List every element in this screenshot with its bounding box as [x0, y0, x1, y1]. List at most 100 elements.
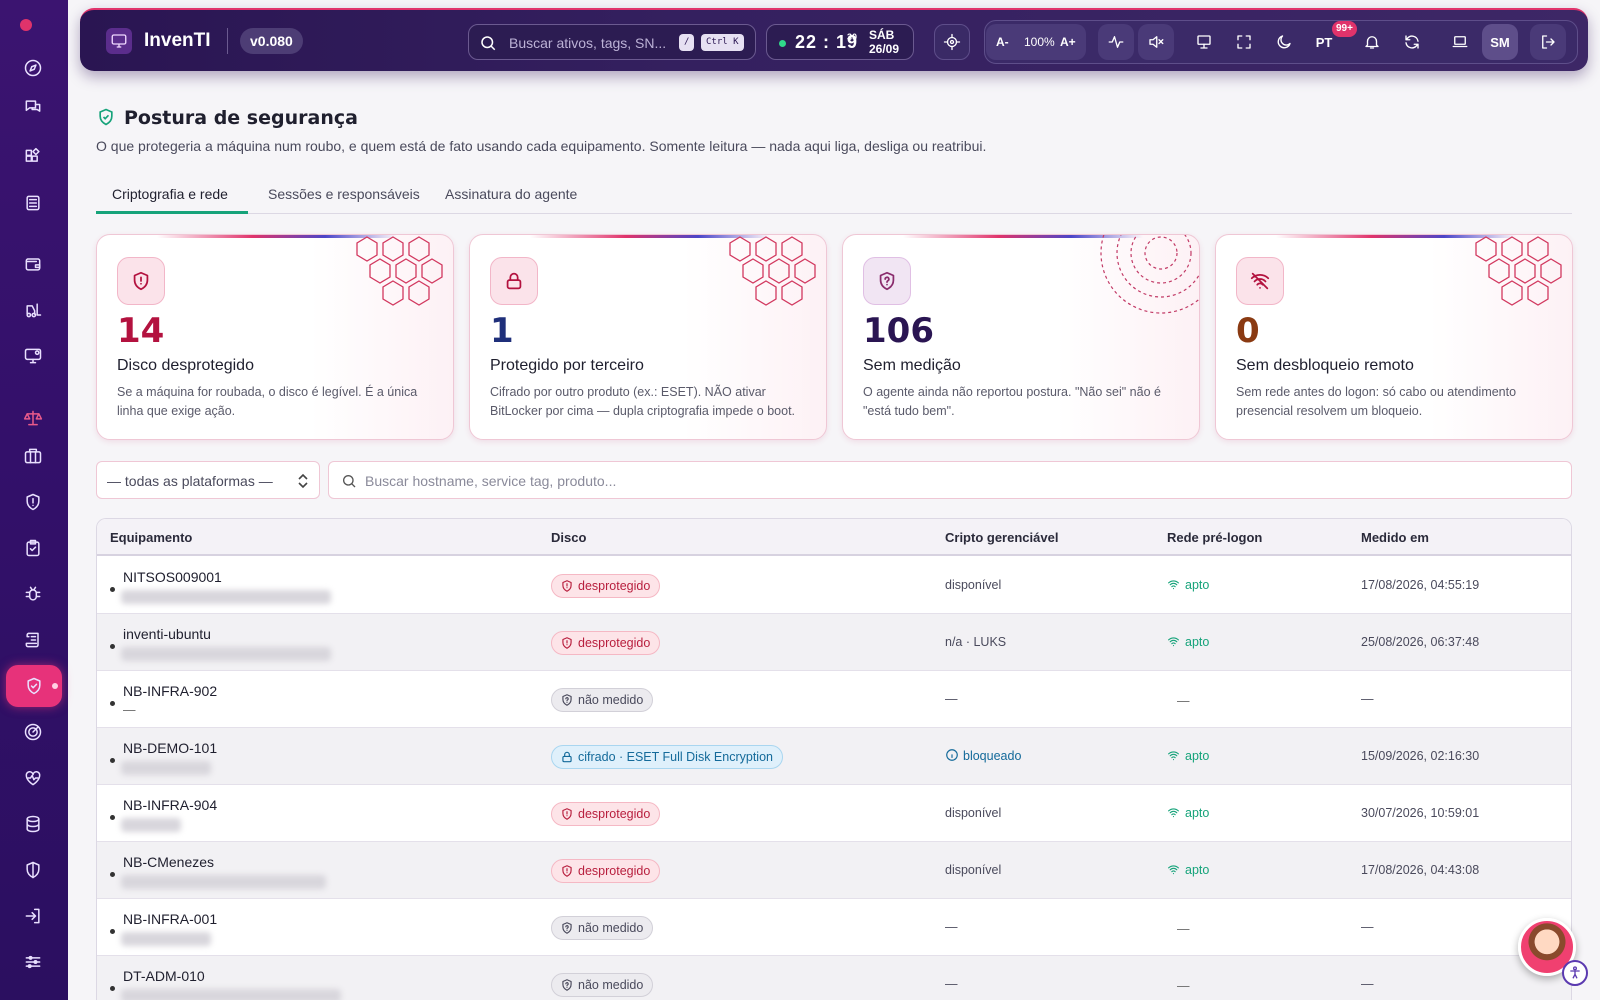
- column-header[interactable]: Disco: [551, 530, 587, 545]
- lock-icon: [490, 257, 538, 305]
- monitor-logo-icon: [106, 28, 132, 54]
- prelogon-network: —: [1177, 694, 1190, 708]
- bug-icon[interactable]: [19, 580, 47, 608]
- hostname[interactable]: NB-INFRA-902: [123, 683, 218, 699]
- redacted-service-tag: [121, 932, 211, 946]
- crypto-manageable: bloqueado: [945, 749, 1021, 763]
- card-accent-line: [530, 235, 770, 238]
- tab-assinatura-do-agente[interactable]: Assinatura do agente: [445, 186, 578, 202]
- heart-pulse-icon[interactable]: [19, 764, 47, 792]
- card-accent-line: [157, 235, 397, 238]
- notifications-button[interactable]: [1354, 24, 1390, 60]
- network-label: —: [1177, 979, 1190, 993]
- hostname[interactable]: NB-INFRA-001: [123, 911, 218, 927]
- clock-weekday: SÁB: [869, 28, 895, 42]
- kpi-card-disco-desprotegido[interactable]: 14 Disco desprotegido Se a máquina for r…: [96, 234, 454, 440]
- row-bullet: [110, 986, 115, 991]
- table-row[interactable]: NB-DEMO-101 cifrado · ESET Full Disk Enc…: [97, 728, 1571, 785]
- clipboard-check-icon[interactable]: [19, 534, 47, 562]
- chat-icon[interactable]: [19, 93, 47, 121]
- table-row[interactable]: DT-ADM-010 não medido — — —: [97, 956, 1571, 1000]
- mute-button[interactable]: [1138, 24, 1174, 60]
- shield-check-icon[interactable]: [6, 665, 62, 707]
- dark-mode-button[interactable]: [1266, 24, 1302, 60]
- hostname[interactable]: DT-ADM-010: [123, 968, 205, 984]
- kpi-card-protegido-por-terceiro[interactable]: 1 Protegido por terceiro Cifrado por out…: [469, 234, 827, 440]
- zoom-in-button[interactable]: A+: [1060, 35, 1076, 49]
- disk-status-label: desprotegido: [578, 636, 651, 650]
- widgets-icon[interactable]: [19, 143, 47, 171]
- database-icon[interactable]: [19, 810, 47, 838]
- top-bar: InvenTI v0.080 Buscar ativos, tags, SN..…: [80, 8, 1588, 71]
- login-icon[interactable]: [19, 902, 47, 930]
- sidebar: [0, 0, 68, 1000]
- presentation-button[interactable]: [1186, 24, 1222, 60]
- refresh-button[interactable]: [1394, 24, 1430, 60]
- logout-button[interactable]: [1530, 24, 1566, 60]
- prelogon-network: apto: [1167, 578, 1209, 592]
- lock-icon: [562, 751, 572, 763]
- tab-sessoes-e-responsaveis[interactable]: Sessões e responsáveis: [268, 186, 420, 202]
- kpi-card-sem-desbloqueio-remoto[interactable]: 0 Sem desbloqueio remoto Sem rede antes …: [1215, 234, 1573, 440]
- briefcase-icon[interactable]: [19, 442, 47, 470]
- scale-icon[interactable]: [19, 404, 47, 432]
- table-row[interactable]: NB-INFRA-902 — não medido — — —: [97, 671, 1571, 728]
- device-button[interactable]: [1442, 24, 1478, 60]
- fullscreen-button[interactable]: [1226, 24, 1262, 60]
- global-search[interactable]: Buscar ativos, tags, SN... / Ctrl K: [468, 24, 756, 60]
- locate-button[interactable]: [934, 24, 970, 60]
- language-button[interactable]: PT: [1315, 34, 1333, 50]
- hostname[interactable]: inventi-ubuntu: [123, 626, 211, 642]
- forklift-icon[interactable]: [19, 296, 47, 324]
- service-tag: —: [123, 703, 136, 717]
- disk-status-badge: não medido: [551, 688, 654, 712]
- activity-button[interactable]: [1098, 24, 1134, 60]
- column-header[interactable]: Rede pré-logon: [1167, 530, 1263, 545]
- user-avatar-button[interactable]: SM: [1482, 24, 1518, 60]
- accessibility-button[interactable]: [1562, 960, 1588, 986]
- table-row[interactable]: NB-INFRA-904 desprotegido disponível apt…: [97, 785, 1571, 842]
- hostname[interactable]: NITSOS009001: [123, 569, 222, 585]
- hostname[interactable]: NB-DEMO-101: [123, 740, 218, 756]
- network-label: apto: [1185, 806, 1210, 820]
- prelogon-network: —: [1177, 979, 1190, 993]
- table-row[interactable]: NB-CMenezes desprotegido disponível apto…: [97, 842, 1571, 899]
- sliders-icon[interactable]: [19, 948, 47, 976]
- redacted-service-tag: [121, 761, 211, 775]
- wifi-icon: [1168, 580, 1179, 590]
- brand-name: InvenTI: [144, 30, 211, 51]
- shield-half-icon[interactable]: [19, 856, 47, 884]
- column-header[interactable]: Medido em: [1361, 530, 1429, 545]
- column-header[interactable]: Equipamento: [110, 530, 193, 545]
- table-row[interactable]: NB-INFRA-001 não medido — — —: [97, 899, 1571, 956]
- column-header[interactable]: Cripto gerenciável: [945, 530, 1059, 545]
- wallet-icon[interactable]: [19, 250, 47, 278]
- zoom-out-button[interactable]: A-: [996, 35, 1009, 49]
- radar-icon[interactable]: [19, 718, 47, 746]
- compass-icon[interactable]: [19, 54, 47, 82]
- table-search-input[interactable]: Buscar hostname, service tag, produto...: [328, 461, 1572, 499]
- prelogon-network: apto: [1167, 635, 1209, 649]
- building-icon[interactable]: [19, 189, 47, 217]
- table-row[interactable]: NITSOS009001 desprotegido disponível apt…: [97, 557, 1571, 614]
- crypto-manageable: —: [945, 692, 958, 706]
- platform-select[interactable]: — todas as plataformas —: [96, 461, 320, 499]
- card-accent-line: [903, 235, 1143, 238]
- page-title: Postura de segurança: [124, 107, 358, 129]
- tab-criptografia-e-rede[interactable]: Criptografia e rede: [112, 186, 228, 202]
- hostname[interactable]: NB-CMenezes: [123, 854, 215, 870]
- kpi-card-sem-medicao[interactable]: 106 Sem medição O agente ainda não repor…: [842, 234, 1200, 440]
- network-label: —: [1177, 922, 1190, 936]
- tab-bar: Criptografia e rede Sessões e responsáve…: [96, 180, 1572, 214]
- monitor-settings-icon[interactable]: [19, 342, 47, 370]
- shield-alert-icon[interactable]: [19, 488, 47, 516]
- hostname[interactable]: NB-INFRA-904: [123, 797, 218, 813]
- row-bullet: [110, 644, 115, 649]
- version-badge: v0.080: [240, 28, 303, 54]
- card-accent-line: [1276, 235, 1516, 238]
- scroll-icon[interactable]: [19, 626, 47, 654]
- disk-status-label: desprotegido: [578, 807, 651, 821]
- crypto-label: —: [945, 692, 958, 706]
- table-row[interactable]: inventi-ubuntu desprotegido n/a · LUKS a…: [97, 614, 1571, 671]
- redacted-service-tag: [121, 875, 326, 889]
